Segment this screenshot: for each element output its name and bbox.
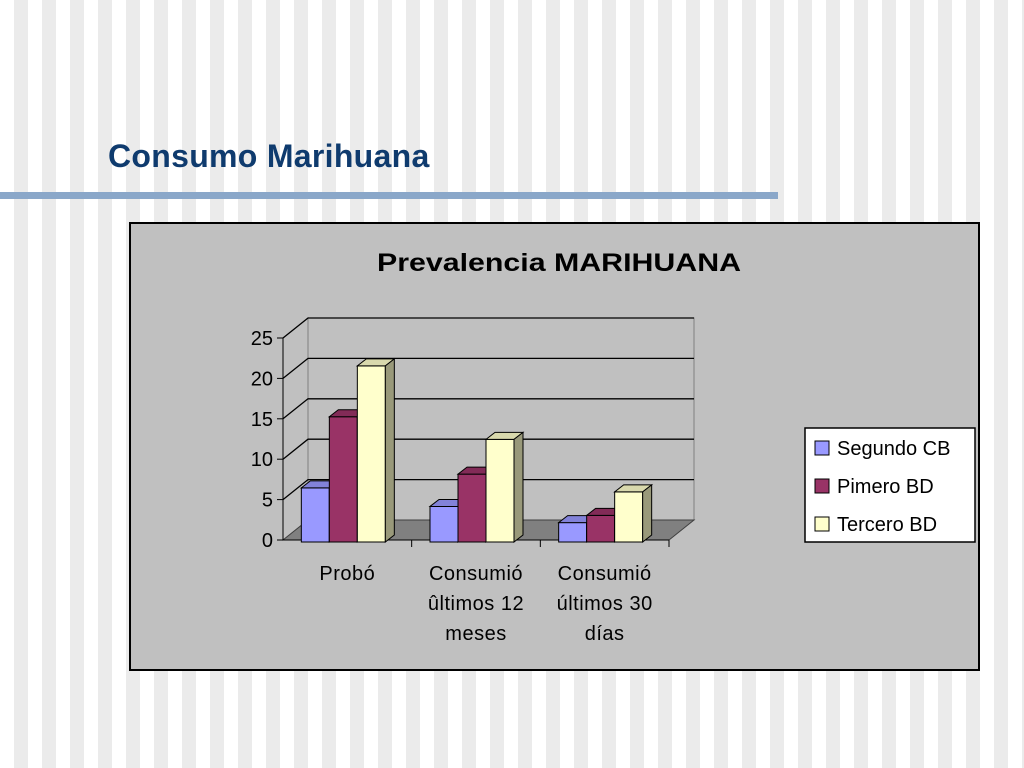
x-tick-label: Consumió — [429, 563, 523, 585]
bar-front — [300, 487, 330, 543]
gridline — [282, 438, 694, 460]
legend-label: Segundo CB — [837, 438, 950, 460]
title-underline — [0, 192, 778, 199]
y-tick-label: 25 — [251, 328, 273, 350]
bar-front — [457, 473, 487, 543]
legend-label: Pimero BD — [837, 476, 934, 498]
bar-side — [642, 483, 653, 544]
gridline — [282, 398, 694, 420]
slide-title: Consumo Marihuana — [108, 138, 430, 174]
x-tick-label: Consumió — [558, 563, 652, 585]
bar-front — [614, 491, 644, 543]
legend-swatch — [814, 478, 830, 494]
bar-front — [586, 514, 616, 543]
legend: Segundo CB Pimero BD Tercero BD — [804, 427, 976, 543]
chart-container: Prevalencia MARIHUANA 0 5 10 15 20 25 Probó Con… — [129, 222, 980, 671]
chart-svg: Prevalencia MARIHUANA 0 5 10 15 20 25 Probó Con… — [251, 249, 976, 645]
bar — [484, 431, 525, 544]
x-tick-label: Probó — [319, 563, 375, 585]
y-tick-label: 5 — [262, 490, 273, 512]
x-tick-label: últimos 30 — [557, 593, 653, 615]
bar-front — [558, 522, 588, 543]
x-tick-label: meses — [445, 623, 506, 645]
bar — [613, 483, 654, 544]
gridline — [282, 317, 694, 339]
gridline — [282, 478, 694, 501]
bar-front — [429, 505, 459, 543]
x-tick-label: días — [585, 623, 625, 645]
chart-title: Prevalencia MARIHUANA — [377, 249, 741, 277]
y-tick-label: 15 — [251, 409, 273, 431]
y-tick-label: 0 — [262, 530, 273, 552]
y-tick-label: 10 — [251, 449, 273, 471]
bar — [355, 357, 396, 544]
legend-swatch — [814, 516, 830, 532]
bar-side — [513, 431, 524, 544]
legend-label: Tercero BD — [837, 514, 937, 536]
x-tick-label: ûltimos 12 — [428, 593, 524, 615]
bar-front — [485, 438, 515, 543]
bar-front — [328, 416, 358, 543]
gridline — [282, 357, 694, 379]
bar-side — [384, 357, 395, 544]
plot-area: 0 5 10 15 20 25 Probó Consumió ûltimos 12 meses Co… — [251, 316, 696, 645]
bar-front — [356, 365, 386, 543]
legend-swatch — [814, 440, 830, 456]
legend-box — [804, 427, 976, 543]
y-tick-label: 20 — [251, 368, 273, 390]
